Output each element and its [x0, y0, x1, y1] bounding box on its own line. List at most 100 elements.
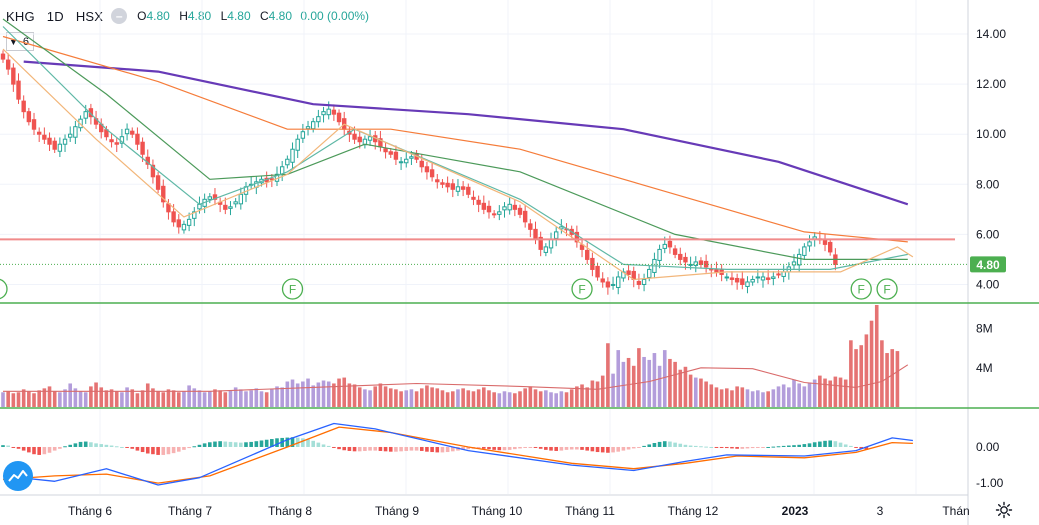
candle-body — [435, 179, 440, 183]
volume-bar — [73, 388, 78, 407]
volume-bar — [849, 340, 853, 407]
volume-bar — [394, 389, 398, 407]
macd-histogram-bar — [745, 446, 750, 449]
macd-histogram-bar — [637, 446, 641, 448]
volume-bar — [347, 383, 352, 407]
candle-body — [124, 128, 130, 135]
candle-body — [393, 151, 399, 160]
candle-body — [52, 140, 57, 150]
volume-bar — [895, 351, 900, 407]
macd-histogram-bar — [606, 446, 610, 453]
volume-bar — [828, 380, 832, 407]
volume-bar — [290, 379, 295, 407]
candle-body — [667, 240, 673, 248]
exchange-label: HSX — [75, 8, 104, 24]
candle-body — [724, 276, 729, 279]
macd-histogram-bar — [218, 441, 222, 447]
volume-bar — [430, 387, 434, 407]
macd-histogram-bar — [662, 441, 667, 447]
candle-body — [512, 204, 518, 210]
candle-body — [331, 109, 337, 115]
volume-bar — [357, 387, 362, 407]
macd-histogram-bar — [151, 446, 155, 455]
macd-histogram-bar — [502, 446, 507, 451]
candle-body — [295, 138, 300, 151]
symbol-label[interactable]: KHG — [6, 8, 35, 24]
volume-bar — [637, 348, 641, 407]
macd-histogram-bar — [197, 444, 202, 447]
macd-histogram-bar — [590, 446, 595, 452]
candle-body — [776, 273, 781, 276]
volume-bar — [425, 385, 429, 407]
candle-body — [207, 196, 213, 200]
macd-histogram-bar — [564, 446, 569, 450]
macd-histogram-bar — [89, 442, 93, 447]
candle-body — [543, 246, 549, 253]
candle-body — [672, 248, 678, 255]
volume-bar — [104, 390, 109, 407]
volume-bar — [223, 392, 228, 407]
volume-bar — [580, 384, 584, 407]
moving-average-ma200 — [23, 60, 909, 206]
volume-bar — [750, 391, 755, 407]
candle-body — [781, 271, 786, 277]
macd-histogram-bar — [125, 446, 129, 448]
macd-histogram-bar — [316, 442, 321, 447]
candle-body — [548, 238, 554, 249]
macd-histogram-bar — [11, 446, 16, 448]
candle-body — [807, 241, 812, 247]
volume-bar — [673, 361, 677, 407]
price-tick-label: 4.00 — [976, 277, 1000, 291]
volume-bar — [482, 387, 486, 407]
macd-histogram-bar — [6, 445, 10, 447]
macd-histogram-bar — [559, 446, 564, 451]
macd-histogram-bar — [528, 446, 533, 448]
macd-histogram-bar — [373, 446, 378, 451]
volume-bar — [549, 392, 553, 407]
candle-body — [745, 281, 750, 287]
volume-bar — [476, 389, 481, 407]
time-tick-label: Tháng 11 — [565, 504, 615, 518]
candle-body — [135, 133, 140, 145]
candle-body — [398, 161, 404, 164]
interval-label[interactable]: 1D — [46, 8, 64, 24]
macd-histogram-bar — [461, 446, 465, 450]
candle-body — [11, 67, 16, 85]
macd-histogram-bar — [802, 444, 807, 447]
volume-bar — [528, 386, 533, 407]
candle-body — [31, 119, 37, 130]
macd-histogram-bar — [135, 446, 140, 451]
macd-histogram-bar — [114, 446, 119, 448]
volume-bar — [461, 388, 465, 407]
gear-icon[interactable] — [995, 501, 1013, 519]
eye-icon[interactable]: – — [111, 8, 128, 24]
macd-histogram-bar — [735, 446, 739, 449]
candle-body — [424, 166, 430, 173]
volume-bar — [776, 386, 781, 407]
volume-bar — [156, 391, 160, 407]
volume-bar — [197, 390, 202, 407]
volume-bar — [135, 393, 140, 407]
candle-body — [476, 199, 481, 205]
volume-bar — [502, 391, 507, 407]
time-tick-label: Tháng 10 — [472, 504, 523, 518]
macd-histogram-bar — [776, 446, 781, 448]
volume-bar — [145, 383, 150, 407]
volume-bar — [544, 390, 548, 407]
volume-bar — [16, 392, 21, 407]
candle-body — [130, 130, 135, 135]
macd-histogram-bar — [673, 442, 677, 447]
macd-histogram-bar — [766, 446, 770, 448]
volume-bar — [151, 388, 155, 407]
macd-histogram-bar — [668, 441, 672, 447]
volume-bar — [699, 378, 703, 407]
volume-bar — [838, 377, 843, 407]
macd-histogram-bar — [270, 439, 274, 447]
volume-bar — [233, 387, 238, 407]
volume-bar — [668, 358, 672, 407]
macd-histogram-bar — [849, 445, 853, 447]
macd-histogram-bar — [16, 446, 21, 449]
candle-body — [553, 231, 559, 239]
volume-bar — [383, 386, 388, 407]
